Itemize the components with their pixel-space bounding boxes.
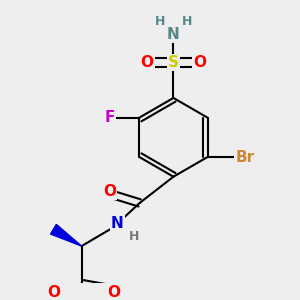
Polygon shape <box>50 224 82 246</box>
Text: N: N <box>167 27 180 42</box>
Text: O: O <box>141 55 154 70</box>
Text: Br: Br <box>236 149 255 164</box>
Text: S: S <box>168 55 179 70</box>
Text: H: H <box>182 15 192 28</box>
Text: F: F <box>104 110 115 125</box>
Text: H: H <box>129 230 139 243</box>
Text: N: N <box>111 216 124 231</box>
Text: O: O <box>47 286 60 300</box>
Text: H: H <box>155 15 166 28</box>
Text: O: O <box>193 55 206 70</box>
Text: O: O <box>103 184 116 199</box>
Text: O: O <box>107 284 120 299</box>
